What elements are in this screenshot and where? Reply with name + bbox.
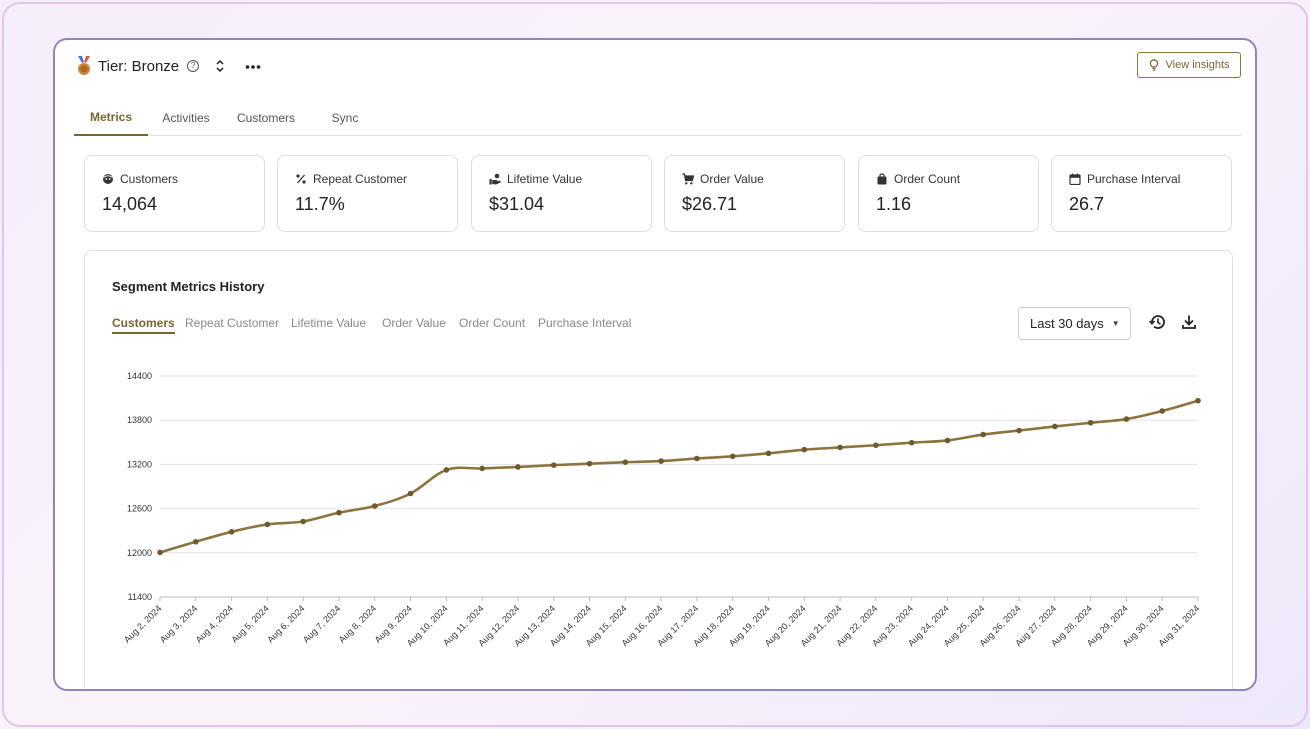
metric-tab-order-value[interactable]: Order Value [382,316,446,330]
kpi-label: Purchase Interval [1087,172,1181,186]
tab-activities[interactable]: Activities [162,111,210,125]
help-circle-icon[interactable]: ? [187,60,200,72]
kpi-row: Customers 14,064 Repeat Customer 11.7% L… [84,155,1232,232]
data-point [837,444,843,451]
user-face-icon [103,174,113,184]
data-point [407,490,414,497]
series-line [159,399,1199,554]
data-point [550,462,557,468]
kpi-label: Order Value [700,172,764,186]
y-tick-label: 13200 [127,459,152,469]
x-tick-label: Aug 4, 2024 [194,603,235,644]
y-tick-label: 11400 [128,592,152,602]
unfold-icon[interactable] [215,59,225,73]
kpi-label: Order Count [894,172,961,186]
data-point [300,518,306,525]
metric-tab-order-count[interactable]: Order Count [459,316,526,330]
kpi-value: $31.04 [489,194,545,214]
data-point [658,458,664,464]
data-point [157,549,163,556]
kpi-label: Customers [120,172,179,186]
cart-icon [682,173,694,185]
data-point [479,465,485,472]
kpi-card-order-value: Order Value $26.71 [664,155,845,232]
customers-line-chart: 11400 12000 12600 13200 13800 14400 Aug 2, 202… [122,371,1201,648]
kpi-card-order-count: Order Count 1.16 [858,155,1039,232]
data-point [944,437,951,444]
y-tick-label: 12000 [127,548,152,558]
tier-title: Tier: Bronze [98,57,180,75]
y-tick-label: 14400 [127,371,152,381]
data-point [515,464,521,470]
data-point [1087,419,1094,426]
data-point [1159,408,1166,414]
x-tick-label: Aug 6, 2024 [265,603,306,644]
data-point [908,439,915,446]
view-insights-label: View insights [1165,59,1230,71]
metric-tab-lifetime-value[interactable]: Lifetime Value [291,316,367,330]
kpi-card-customers: Customers 14,064 [84,155,265,232]
data-point [264,521,271,528]
percent-icon [296,174,306,184]
kpi-card-lifetime-value: Lifetime Value $31.04 [471,155,652,232]
y-tick-label: 13800 [127,415,152,425]
segment-header: Tier: Bronze ? [75,54,261,78]
kpi-card-repeat-customer: Repeat Customer 11.7% [277,155,458,232]
x-tick-label: Aug 5, 2024 [229,603,270,644]
kpi-value: 11.7% [295,194,345,214]
data-point [729,453,736,460]
kpi-label: Lifetime Value [507,172,583,186]
lightbulb-icon [1149,59,1158,71]
kpi-value: 14,064 [102,194,158,214]
x-tick-label: Aug 7, 2024 [301,603,342,644]
data-point [586,460,593,467]
more-horizontal-icon[interactable] [245,57,261,75]
x-tick-label: Aug 3, 2024 [158,603,199,644]
data-point [1052,423,1058,430]
history-icon[interactable] [1147,312,1167,332]
metric-tab-customers[interactable]: Customers [112,316,175,334]
data-point [622,459,629,465]
metric-tab-purchase-interval[interactable]: Purchase Interval [538,316,632,330]
data-point [1016,427,1022,434]
bag-icon [877,173,887,185]
data-point [765,450,772,457]
data-point [371,503,378,509]
data-point [336,509,342,516]
kpi-card-purchase-interval: Purchase Interval 26.7 [1051,155,1232,232]
data-point [801,446,808,453]
metrics-history-card: Segment Metrics History Customers Repeat… [84,250,1233,689]
x-tick-label: Aug 8, 2024 [337,603,378,644]
kpi-value: $26.71 [682,194,738,214]
tab-customers[interactable]: Customers [236,111,295,125]
kpi-value: 1.16 [876,194,912,214]
medal-icon [78,56,90,75]
data-point [1195,397,1201,404]
tab-sync[interactable]: Sync [331,111,359,125]
x-tick-label: Aug 2, 2024 [122,603,163,644]
download-icon[interactable] [1179,312,1199,332]
metric-tab-repeat-customer[interactable]: Repeat Customer [185,316,280,330]
data-point [980,431,987,438]
kpi-label: Repeat Customer [313,172,408,186]
data-point [694,455,700,462]
date-range-value: Last 30 days [1030,316,1104,331]
data-point [192,538,199,545]
data-point [1123,416,1130,422]
calendar-icon [1069,173,1081,185]
tab-metrics[interactable]: Metrics [74,100,148,136]
y-tick-label: 12600 [127,504,152,514]
segment-card: Tier: Bronze ? View insights Metrics Act… [53,38,1257,691]
data-point [228,529,235,535]
data-point [873,442,879,449]
data-point [443,467,450,473]
date-range-select[interactable]: Last 30 days ▼ [1018,307,1131,340]
segment-tabs: Metrics Activities Customers Sync [74,100,1242,136]
view-insights-button[interactable]: View insights [1137,52,1241,78]
caret-down-icon: ▼ [1111,319,1120,328]
hand-money-icon [489,173,501,185]
kpi-value: 26.7 [1069,194,1105,214]
chart-title: Segment Metrics History [112,279,265,294]
